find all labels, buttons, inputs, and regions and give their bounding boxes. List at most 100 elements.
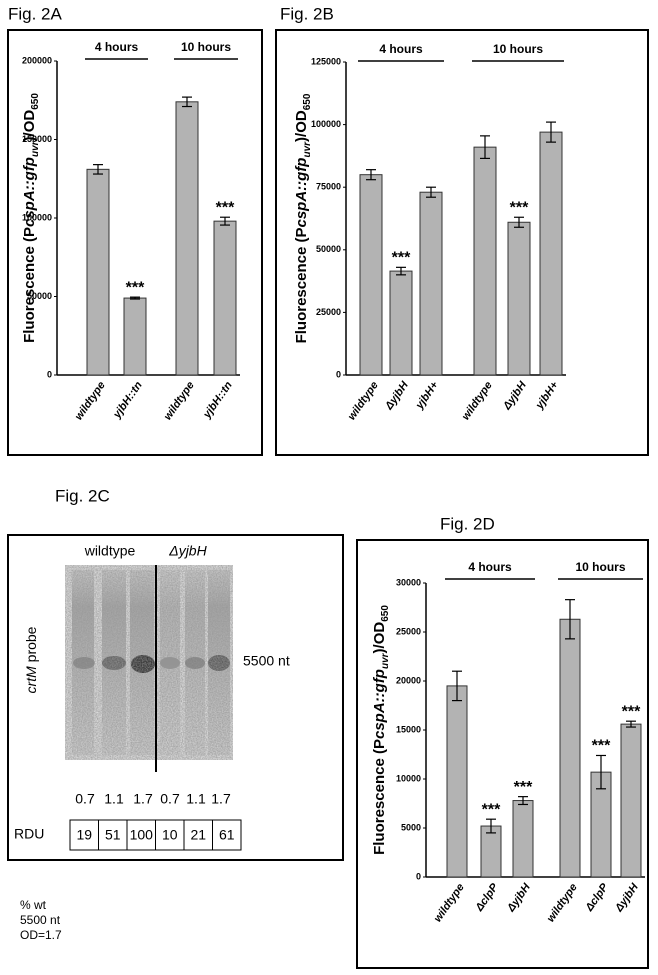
x-tick-label: ΔyjbH <box>501 379 530 413</box>
lane-label: 1.7 <box>211 791 231 807</box>
probe-label: crtM probe <box>23 626 39 693</box>
error-bar <box>565 599 575 640</box>
y-label-part: 650 <box>30 93 41 110</box>
group-label: 10 hours <box>181 40 231 54</box>
probe-gene: crtM <box>23 666 39 694</box>
bar <box>559 618 581 878</box>
y-tick-label: 75000 <box>316 182 341 192</box>
y-tick-label: 0 <box>416 871 421 881</box>
significance: *** <box>392 250 411 267</box>
significance: *** <box>482 801 501 818</box>
panel-title: Fig. 2C <box>55 486 110 505</box>
group-label: 4 hours <box>379 42 423 56</box>
x-tick-label: yjbH+ <box>533 379 561 412</box>
error-bar <box>366 169 376 181</box>
y-tick-label: 50000 <box>316 244 341 254</box>
note: % wt <box>20 898 47 912</box>
y-tick-label: 15000 <box>396 724 421 734</box>
lane-label: 0.7 <box>75 791 95 807</box>
x-tick-label: yjbH::tn <box>201 379 235 421</box>
error-bar <box>220 216 230 226</box>
error-bar <box>486 818 496 834</box>
group-label: 4 hours <box>468 560 512 574</box>
x-tick-label: ΔyjbH <box>505 881 534 915</box>
bar <box>86 168 110 376</box>
column-label: ΔyjbH <box>168 543 207 559</box>
blot <box>65 565 233 772</box>
chart-frame <box>356 539 649 969</box>
note: 5500 nt <box>20 913 61 927</box>
significance: *** <box>510 199 529 216</box>
rdu-value: 10 <box>162 827 178 843</box>
y-tick-label: 25000 <box>316 307 341 317</box>
y-label-part: )/OD <box>293 110 310 142</box>
y-axis-label: Fluorescence (PcspA::gfpuvr)/OD650 <box>371 605 391 855</box>
y-tick-label: 125000 <box>311 56 341 66</box>
y-label-part: )/OD <box>371 622 388 654</box>
y-label-part: Fluorescence (P <box>293 228 310 344</box>
group-label: 10 hours <box>493 42 543 56</box>
y-label-part: cspA::gfp <box>293 158 310 228</box>
bar <box>389 270 413 376</box>
chart-title: Fig. 2D <box>440 514 495 533</box>
rdu-value: 19 <box>76 827 92 843</box>
group-label: 4 hours <box>95 40 139 54</box>
bar <box>213 220 237 376</box>
x-tick-label: wildtype <box>545 882 580 925</box>
note: OD=1.7 <box>20 928 62 942</box>
significance: *** <box>592 738 611 755</box>
lane-label: 0.7 <box>160 791 180 807</box>
bar <box>480 825 502 878</box>
error-bar <box>182 96 192 108</box>
rdu-value: 21 <box>190 827 206 843</box>
y-axis-label: Fluorescence (PcspA::gfpuvr)/OD650 <box>293 93 313 343</box>
bar <box>539 131 563 376</box>
bar <box>359 174 383 376</box>
bar <box>512 800 534 878</box>
chart-title: Fig. 2A <box>8 4 63 23</box>
y-label-part: uvr <box>30 140 41 157</box>
error-bar <box>426 186 436 198</box>
y-tick-label: 100000 <box>22 212 52 222</box>
error-bar <box>518 796 528 806</box>
x-tick-label: wildtype <box>460 380 495 423</box>
y-tick-label: 30000 <box>396 577 421 587</box>
x-tick-label: wildtype <box>73 380 108 423</box>
column-label: wildtype <box>84 543 136 559</box>
error-bar <box>546 121 556 143</box>
y-tick-label: 5000 <box>401 822 421 832</box>
x-tick-label: wildtype <box>432 882 467 925</box>
probe-word: probe <box>23 626 39 666</box>
y-tick-label: 10000 <box>396 773 421 783</box>
significance: *** <box>622 703 641 720</box>
x-tick-label: ΔclpP <box>473 881 501 914</box>
bar <box>473 146 497 376</box>
y-label-part: Fluorescence (P <box>21 227 38 343</box>
error-bar <box>93 164 103 175</box>
x-tick-label: wildtype <box>162 380 197 423</box>
y-label-part: cspA::gfp <box>371 669 388 739</box>
lane-label: 1.1 <box>186 791 206 807</box>
x-tick-label: ΔyjbH <box>383 379 412 413</box>
panel-frame <box>7 534 344 861</box>
y-axis-label: Fluorescence (PcspA::gfpuvr)/OD650 <box>21 93 41 343</box>
y-tick-label: 25000 <box>396 626 421 636</box>
y-tick-label: 50000 <box>27 291 52 301</box>
error-bar <box>130 296 140 300</box>
y-tick-label: 20000 <box>396 675 421 685</box>
y-tick-label: 150000 <box>22 134 52 144</box>
y-tick-label: 200000 <box>22 55 52 65</box>
group-label: 10 hours <box>575 560 625 574</box>
bar <box>620 723 642 878</box>
rdu-label: RDU <box>14 826 44 842</box>
bar <box>446 685 468 878</box>
y-label-part: uvr <box>302 141 313 158</box>
bar <box>123 297 147 376</box>
error-bar <box>514 216 524 228</box>
significance: *** <box>216 199 235 216</box>
chart-title: Fig. 2B <box>280 4 334 23</box>
significance: *** <box>514 779 533 796</box>
x-tick-label: yjbH::tn <box>111 379 145 421</box>
y-tick-label: 0 <box>336 369 341 379</box>
